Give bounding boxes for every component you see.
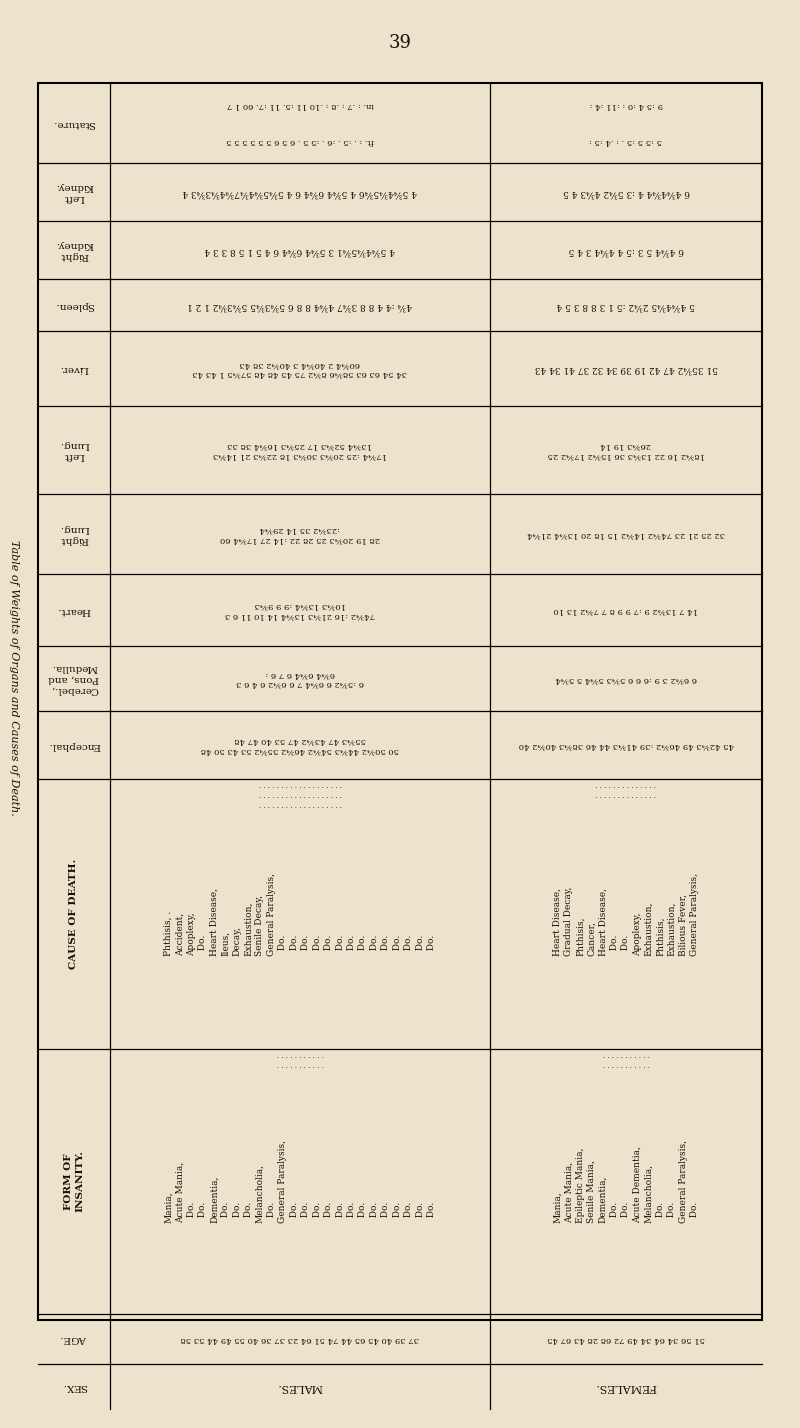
Text: . . . . . . . . . . .: . . . . . . . . . . . (602, 1064, 650, 1070)
Text: Heart.: Heart. (57, 605, 91, 614)
Text: Heart Disease,
Gradual Decay,
Phthisis,
Cancer,
Heart Disease,
  Do.
  Do.
Apopl: Heart Disease, Gradual Decay, Phthisis, … (553, 873, 699, 955)
Text: 45 42¾3 49 46¾2 :39 41¾3 44 46 38¾3 40¾2 40: 45 42¾3 49 46¾2 :39 41¾3 44 46 38¾3 40¾2… (518, 741, 734, 750)
Text: Left
Kidney.: Left Kidney. (55, 181, 93, 201)
Text: . . . . . . . . . . . . . . . . . . .: . . . . . . . . . . . . . . . . . . . (258, 784, 342, 790)
Text: 32 25 21 23 74¾2 14¾2 15 18 20 13¾4 21¾4: 32 25 21 23 74¾2 14¾2 15 18 20 13¾4 21¾4 (527, 530, 725, 538)
Text: 17¾4 :25 20¾3 30¾3 18 22¾3 21 14¾3
13¾4 52¾3 17 25¾3 16¾4 38 33: 17¾4 :25 20¾3 30¾3 18 22¾3 21 14¾3 13¾4 … (213, 441, 387, 458)
Text: Cerebel.,
Pons, and
Medulla.: Cerebel., Pons, and Medulla. (49, 663, 99, 694)
Text: Stature.: Stature. (53, 119, 95, 127)
Text: 51 56 34 64 34 49 72 68 28 43 67 45: 51 56 34 64 34 49 72 68 28 43 67 45 (547, 1335, 705, 1342)
Text: FORM OF
INSANITY.: FORM OF INSANITY. (64, 1151, 84, 1212)
Text: 51 35¾2 47 42 19 39 34 32 37 41 34 43: 51 35¾2 47 42 19 39 34 32 37 41 34 43 (534, 364, 718, 373)
Text: . . . . . . . . . . .: . . . . . . . . . . . (276, 1054, 324, 1060)
Text: Left
Lung.: Left Lung. (59, 440, 89, 460)
Text: ft. : . :5 . :6 . :5 5 . 6 5 6 5 5 5 5 5 5: ft. : . :5 . :6 . :5 5 . 6 5 6 5 5 5 5 5… (226, 137, 374, 146)
Text: 50 50¾2 44¾3 54¾2 46¾2 55¾2 53 43 50 48
55¾3 47 43¾2 47 53 40 47 48: 50 50¾2 44¾3 54¾2 46¾2 55¾2 53 43 50 48 … (201, 737, 399, 754)
Text: Encephal.: Encephal. (48, 741, 100, 750)
Text: SEX.: SEX. (62, 1382, 86, 1391)
Text: 74¾2 :16 21¾3 13¾4 14 10 11 6 3
10¾3 13¾4 :9 9 9¾3: 74¾2 :16 21¾3 13¾4 14 10 11 6 3 10¾3 13¾… (225, 601, 375, 618)
Text: Right
Kidney.: Right Kidney. (55, 240, 93, 260)
Text: MALES.: MALES. (277, 1381, 323, 1391)
Text: 4 5¾4¾5¾1 3 5¾4 6¾4 6 4 5 1 5 8 3 3 4: 4 5¾4¾5¾1 3 5¾4 6¾4 6 4 5 1 5 8 3 3 4 (205, 246, 395, 254)
Text: 28 19 20¾3 25 28 22 :14 27 17¾4 60
:23¾2 35 14 29¾4: 28 19 20¾3 25 28 22 :14 27 17¾4 60 :23¾2… (220, 526, 380, 543)
Text: 34 54 63 63 58¾6 8¾2 75 45 48 48 57¾5 1 43 43
60¾4 2 40¾4 3 40¾2 38 43: 34 54 63 63 58¾6 8¾2 75 45 48 48 57¾5 1 … (193, 360, 407, 377)
Text: . . . . . . . . . . . . . .: . . . . . . . . . . . . . . (596, 784, 656, 790)
Text: CAUSE OF DEATH.: CAUSE OF DEATH. (70, 858, 78, 970)
Text: Liver.: Liver. (59, 364, 89, 373)
Text: 5 :5 5 :5 . : .4 :5 :: 5 :5 5 :5 . : .4 :5 : (590, 137, 662, 146)
Text: 5 4¾4¾5 2¾2 :5 1 3 8 8 3 5 4: 5 4¾4¾5 2¾2 :5 1 3 8 8 3 5 4 (557, 300, 695, 310)
Text: . . . . . . . . . . . . . . . . . . .: . . . . . . . . . . . . . . . . . . . (258, 794, 342, 800)
Text: 4 5¾4¾5¾6 4 5¾4 6¾4 6 4 5¾5¾4¾7¾4¾3¾3 4: 4 5¾4¾5¾6 4 5¾4 6¾4 6 4 5¾5¾4¾7¾4¾3¾3 4 (182, 187, 418, 197)
Bar (38, 83, 762, 1319)
Text: Table of Weights of Organs and Causes of Death.: Table of Weights of Organs and Causes of… (9, 540, 19, 815)
Text: 4¾ :4 4 8 8 3¾7 4¾4 8 8 6 5¾3¾5 5¾3¾2 1 2 1: 4¾ :4 4 8 8 3¾7 4¾4 8 8 6 5¾3¾5 5¾3¾2 1 … (187, 300, 413, 310)
Text: 39: 39 (389, 34, 411, 51)
Text: . . . . . . . . . . .: . . . . . . . . . . . (276, 1064, 324, 1070)
Text: . . . . . . . . . . .: . . . . . . . . . . . (602, 1054, 650, 1060)
Text: Phthisis, .
Accident,
Apoplexy,
  Do.
Heart Disease,
Ileus,
Decay,
Exhaustion,
S: Phthisis, . Accident, Apoplexy, Do. Hear… (164, 873, 436, 955)
Text: 14 7 13¾2 9 :7 9 9 8 7 7¾2 13 10: 14 7 13¾2 9 :7 9 9 8 7 7¾2 13 10 (554, 605, 698, 614)
Text: . . . . . . . . . . . . . . . . . . .: . . . . . . . . . . . . . . . . . . . (258, 804, 342, 810)
Text: 9 :5 4 :0 : :11 :4 :: 9 :5 4 :0 : :11 :4 : (590, 101, 662, 109)
Text: 6 4¾4 5 3 :5 4 4¾4 3 4 5: 6 4¾4 5 3 :5 4 4¾4 3 4 5 (568, 246, 684, 254)
Text: 37 39 40 45 65 44 74 51 64 23 37 36 40 55 49 44 53 58: 37 39 40 45 65 44 74 51 64 23 37 36 40 5… (181, 1335, 419, 1342)
Text: AGE.: AGE. (61, 1335, 87, 1344)
Text: 6 6¾2 3 9 :6 6 6 5¾3 5¾4 5 5¾4: 6 6¾2 3 9 :6 6 6 5¾3 5¾4 5 5¾4 (555, 674, 697, 683)
Text: 6 :5¾2 6 6¾4 7 6 6¾2 6 4 6 3
6¾4 6¾4 6 7 6 :: 6 :5¾2 6 6¾4 7 6 6¾2 6 4 6 3 6¾4 6¾4 6 7… (236, 670, 364, 687)
Text: Mania,
Acute Mania,
Epileptic Mania,
Senile Mania,
Dementia,
  Do.
  Do.
Acute D: Mania, Acute Mania, Epileptic Mania, Sen… (553, 1140, 699, 1222)
Text: in. : .7 : .8 : .10 11 :5. 11 :7. 60 1 7: in. : .7 : .8 : .10 11 :5. 11 :7. 60 1 7 (226, 101, 374, 109)
Text: Mania,
Acute Mania,
  Do.
  Do.
Dementia,
  Do.
  Do.
  Do.
Melancholia,
  Do.
G: Mania, Acute Mania, Do. Do. Dementia, Do… (164, 1140, 436, 1222)
Text: 6 4¾4¾4 4 :3 5¾2 4¾3 4 5: 6 4¾4¾4 4 :3 5¾2 4¾3 4 5 (562, 187, 690, 197)
Text: FEMALES.: FEMALES. (595, 1381, 657, 1391)
Text: . . . . . . . . . . . . . .: . . . . . . . . . . . . . . (596, 794, 656, 800)
Text: 18¾2 16 22 13¾3 36 15¾2 17¾2 25
26¾3 19 14: 18¾2 16 22 13¾3 36 15¾2 17¾2 25 26¾3 19 … (547, 441, 705, 458)
Text: Spleen.: Spleen. (54, 300, 94, 310)
Text: Right
Lung.: Right Lung. (59, 524, 89, 544)
